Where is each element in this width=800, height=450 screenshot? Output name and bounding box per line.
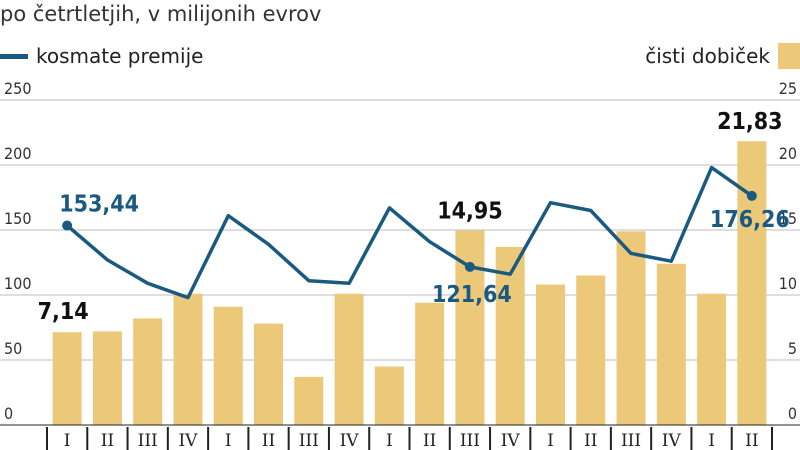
category-label: II bbox=[262, 431, 275, 450]
category-label: III bbox=[138, 431, 158, 450]
y-left-tick-label: 0 bbox=[4, 404, 13, 423]
bar bbox=[576, 275, 606, 425]
bar-value-label: 7,14 bbox=[38, 299, 89, 325]
y-right-tick-label: 5 bbox=[788, 339, 797, 358]
legend-bar-label: čisti dobiček bbox=[645, 44, 770, 68]
category-label: IV bbox=[662, 431, 682, 450]
category-label: III bbox=[460, 431, 480, 450]
series-line bbox=[65, 165, 753, 300]
category-label: I bbox=[386, 431, 393, 450]
bar bbox=[173, 293, 203, 425]
y-left-tick-label: 150 bbox=[4, 209, 31, 228]
y-right-tick-label: 10 bbox=[779, 274, 797, 293]
bar bbox=[616, 231, 646, 425]
bar bbox=[495, 246, 525, 425]
category-label: II bbox=[745, 431, 758, 450]
bar bbox=[294, 376, 324, 425]
category-label: III bbox=[299, 431, 319, 450]
category-label: II bbox=[584, 431, 597, 450]
bar bbox=[697, 293, 727, 425]
bar-value-label: 21,83 bbox=[717, 109, 782, 135]
category-label: IV bbox=[178, 431, 198, 450]
category-label: I bbox=[708, 431, 715, 450]
bar bbox=[535, 284, 565, 425]
category-label: IV bbox=[501, 431, 521, 450]
bar bbox=[254, 323, 284, 425]
line-point-marker bbox=[464, 261, 475, 272]
line-value-label: 153,44 bbox=[59, 192, 139, 218]
line-point-marker bbox=[62, 220, 73, 231]
category-label: III bbox=[621, 431, 641, 450]
y-left-tick-label: 250 bbox=[4, 79, 31, 98]
y-left-tick-label: 50 bbox=[4, 339, 22, 358]
legend-bar-entry: čisti dobiček bbox=[645, 43, 800, 69]
chart-subtitle: po četrtletjih, v milijonih evrov bbox=[0, 2, 322, 26]
bar bbox=[737, 141, 767, 425]
category-label: I bbox=[225, 431, 232, 450]
y-right-tick-label: 25 bbox=[779, 79, 797, 98]
bar bbox=[52, 332, 82, 425]
bar bbox=[334, 293, 364, 425]
legend-line-entry: kosmate premije bbox=[0, 44, 203, 68]
bar-value-label: 14,95 bbox=[437, 199, 502, 225]
y-right-tick-label: 15 bbox=[779, 209, 797, 228]
category-label: II bbox=[423, 431, 436, 450]
legend-bar-swatch bbox=[778, 43, 800, 69]
bar bbox=[415, 302, 445, 425]
line-value-label: 121,64 bbox=[432, 282, 512, 308]
category-label: IV bbox=[340, 431, 360, 450]
y-right-tick-label: 0 bbox=[788, 404, 797, 423]
line-point-marker bbox=[746, 190, 757, 201]
category-label: I bbox=[547, 431, 554, 450]
legend-line-label: kosmate premije bbox=[36, 44, 204, 68]
y-left-tick-label: 200 bbox=[4, 144, 31, 163]
bar bbox=[213, 306, 243, 425]
bar bbox=[374, 366, 404, 425]
bar bbox=[92, 331, 122, 425]
legend-line-swatch bbox=[0, 53, 28, 59]
category-label: II bbox=[101, 431, 114, 450]
category-label: I bbox=[64, 431, 71, 450]
y-left-tick-label: 100 bbox=[4, 274, 31, 293]
y-right-tick-label: 20 bbox=[779, 144, 797, 163]
line-value-label: 176,26 bbox=[710, 207, 790, 233]
bar bbox=[656, 263, 686, 425]
bar bbox=[133, 318, 163, 425]
